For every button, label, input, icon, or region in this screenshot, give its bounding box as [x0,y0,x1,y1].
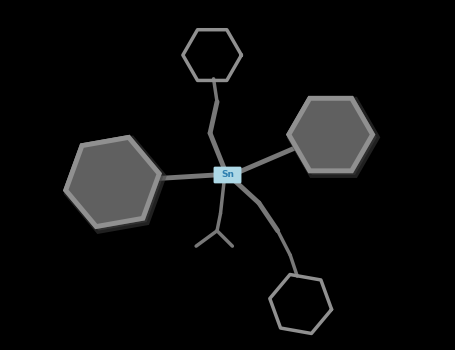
Polygon shape [66,138,159,226]
Polygon shape [66,138,159,226]
Polygon shape [289,98,373,171]
Polygon shape [290,100,377,175]
Polygon shape [67,139,163,231]
Polygon shape [289,98,373,171]
Text: Sn: Sn [221,170,234,179]
FancyBboxPatch shape [213,167,242,183]
